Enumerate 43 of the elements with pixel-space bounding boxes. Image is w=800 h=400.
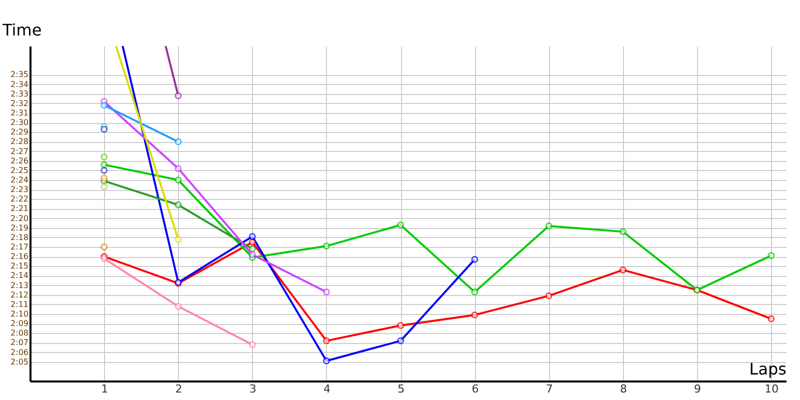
y-tick-label: 2:16	[10, 252, 28, 262]
y-tick-label: 2:23	[10, 185, 28, 194]
y-tick-label: 2:29	[10, 128, 28, 137]
y-tick-label: 2:25	[10, 166, 28, 175]
x-tick-label: 9	[694, 382, 702, 396]
y-tick-label: 2:34	[10, 80, 28, 89]
x-tick-label: 7	[546, 382, 553, 396]
y-tick-label: 2:11	[10, 300, 28, 309]
y-tick-label: 2:08	[10, 328, 28, 338]
y-tick-label: 2:09	[10, 319, 28, 328]
x-tick-label: 6	[472, 382, 479, 396]
y-tick-label: 2:18	[10, 232, 28, 242]
x-tick-label: 1	[101, 382, 108, 396]
y-tick-label: 2:26	[10, 156, 28, 166]
y-tick-label: 2:14	[10, 271, 28, 280]
y-tick-label: 2:12	[10, 290, 28, 300]
y-tick-label: 2:27	[10, 146, 28, 156]
y-tick-label: 2:24	[10, 176, 28, 184]
y-tick-label: 2:32	[10, 98, 28, 108]
y-tick-label: 2:31	[10, 108, 28, 118]
y-tick-label: 2:13	[10, 280, 28, 290]
x-tick-label: 2	[175, 382, 182, 396]
x-tick-label: 8	[620, 382, 627, 396]
y-tick-label: 2:15	[10, 262, 28, 271]
x-tick-label: 5	[398, 382, 405, 396]
y-tick-label: 2:06	[10, 348, 28, 357]
y-tick-label: 2:07	[10, 338, 28, 348]
y-tick-label: 2:22	[10, 194, 28, 204]
x-tick-label: 3	[249, 382, 256, 396]
y-tick-label: 2:30	[10, 118, 28, 128]
y-tick-label: 2:21	[10, 204, 28, 214]
y-axis-title: Time	[2, 20, 42, 40]
x-tick-label: 4	[323, 382, 330, 396]
x-tick-label: 10	[764, 382, 779, 396]
y-tick-label: 2:05	[10, 357, 28, 366]
y-tick-label: 2:20	[10, 214, 28, 223]
y-tick-label: 2:35	[10, 70, 28, 80]
x-axis-title: Laps	[749, 360, 786, 378]
y-tick-label: 2:28	[10, 137, 28, 146]
y-tick-label: 2:17	[10, 242, 28, 252]
y-tick-label: 2:33	[10, 89, 28, 98]
y-tick-label: 2:10	[10, 310, 28, 318]
y-tick-label: 2:19	[10, 223, 28, 232]
